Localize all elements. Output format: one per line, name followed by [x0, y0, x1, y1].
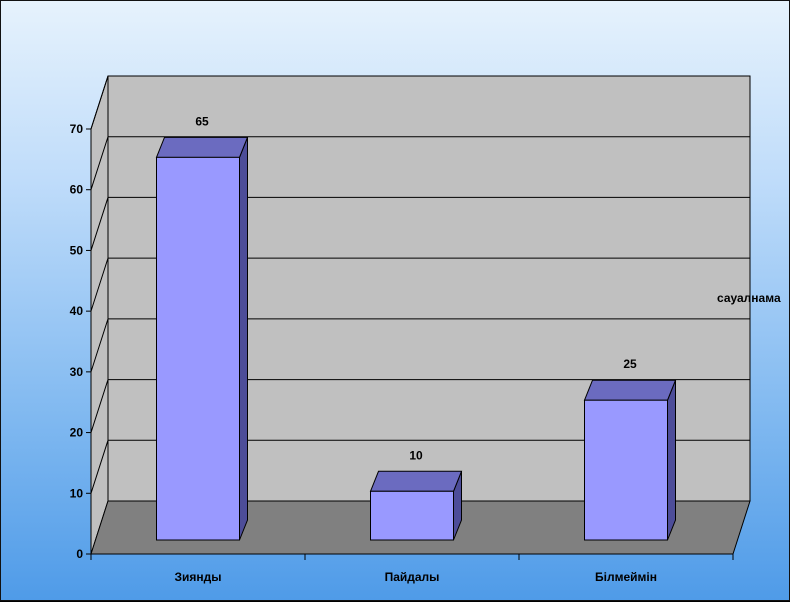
bar — [156, 156, 240, 541]
data-label: 10 — [409, 448, 423, 462]
gridline — [90, 318, 750, 373]
bar — [370, 490, 454, 541]
y-tick-label: 60 — [70, 183, 84, 197]
x-tick-label: Білмеймін — [595, 570, 657, 584]
legend-series-name: сауалнама — [717, 291, 781, 305]
gridline — [90, 379, 750, 433]
y-tick-label: 0 — [76, 547, 83, 561]
y-tick-label: 20 — [70, 426, 84, 440]
bar-top — [369, 470, 463, 492]
y-tick-label: 10 — [70, 486, 84, 500]
bar-side — [667, 380, 676, 541]
x-tick-label: Пайдалы — [385, 570, 440, 584]
data-label: 25 — [623, 357, 637, 371]
gridline — [90, 439, 750, 494]
y-axis: 0 10 20 30 40 50 60 70 — [70, 122, 92, 561]
bar — [584, 399, 668, 541]
y-tick-label: 40 — [70, 304, 84, 318]
bar-top — [583, 379, 677, 401]
data-label: 65 — [195, 114, 209, 128]
x-axis: Зиянды Пайдалы Білмеймін — [90, 553, 734, 584]
gridline — [90, 75, 750, 130]
side-wall — [90, 75, 109, 555]
gridlines — [90, 75, 750, 494]
gridline — [90, 257, 750, 312]
y-tick-label: 30 — [70, 365, 84, 379]
x-tick-label: Зиянды — [174, 570, 221, 584]
bars — [155, 136, 677, 541]
data-labels: 65 10 25 — [195, 114, 637, 462]
bar-top — [155, 136, 249, 158]
y-tick-label: 50 — [70, 243, 84, 257]
bar-side — [239, 137, 248, 541]
gridline — [90, 136, 750, 190]
gridline — [90, 196, 750, 251]
y-tick-label: 70 — [70, 122, 84, 136]
